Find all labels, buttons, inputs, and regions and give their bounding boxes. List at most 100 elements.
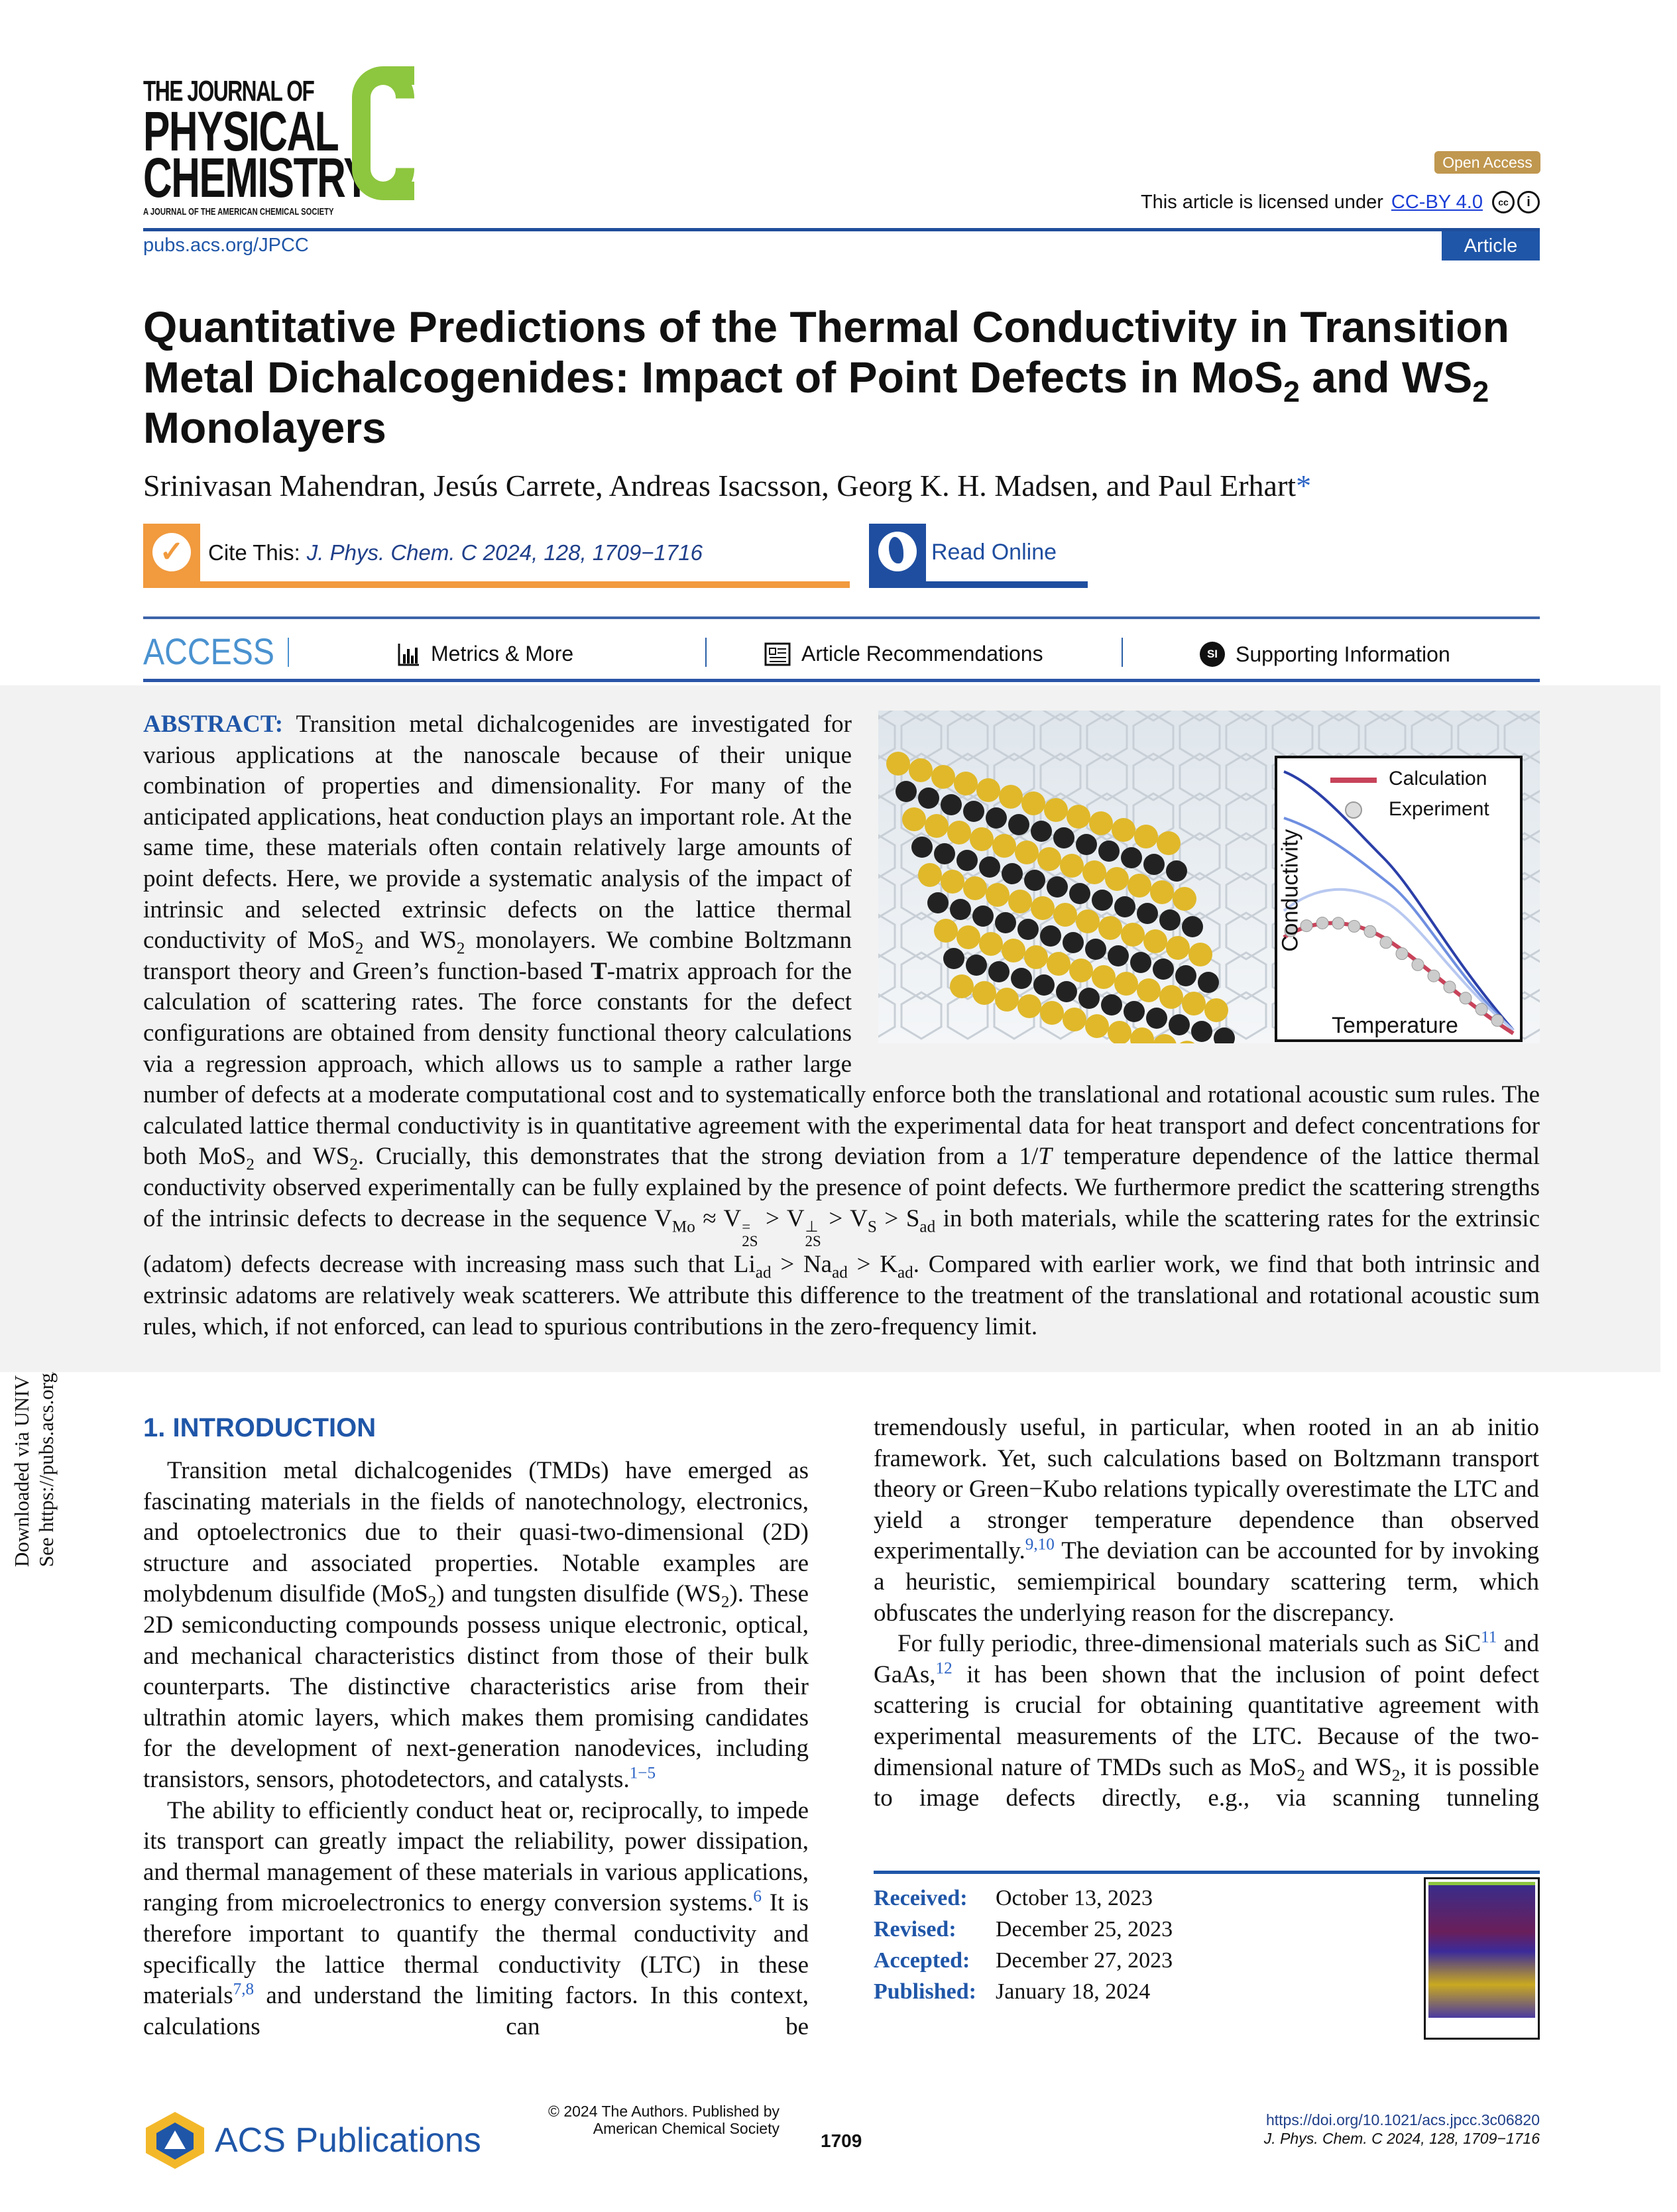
reference-link[interactable]: 1−5 [629,1764,656,1782]
lattice-hexagon [903,711,940,722]
copyright: © 2024 The Authors. Published by America… [464,2103,780,2137]
metrics-more-link[interactable]: Metrics & More [398,642,573,666]
text-run: For fully periodic, three-dimensional ma… [897,1630,1481,1658]
metrics-more-label: Metrics & More [431,642,574,666]
atom [963,876,987,900]
supporting-information-link[interactable]: SI Supporting Information [1200,642,1450,667]
corresponding-author-mark[interactable]: * [1296,469,1312,502]
atom [1137,978,1161,1002]
text-run: ad [919,1217,936,1236]
series-line-dark [1283,770,1515,1031]
atom [1017,919,1039,940]
atom [1063,1008,1086,1031]
toc-graphic: Calculation Experiment Conductivity Temp… [878,711,1540,1043]
superscript: = [742,1218,751,1235]
lattice-hexagon [1086,713,1128,762]
atom [1153,1034,1177,1043]
text-run: Quantitative Predictions of the Thermal … [143,302,1509,402]
lattice-hexagon [1088,711,1126,722]
atom [1146,1008,1167,1029]
atom [1040,1001,1064,1025]
lattice-hexagon [1086,752,1128,801]
cite-this-box[interactable]: ✓ Cite This: J. Phys. Chem. C 2024, 128,… [143,524,850,588]
atom [1098,916,1122,940]
text-run: Mo [671,1217,695,1236]
atom [995,988,1019,1012]
article-list-icon [764,642,791,666]
atom [1105,867,1129,891]
lattice-hexagon [1274,711,1311,722]
text-run: = 2S [742,1218,758,1250]
lattice-hexagon [1179,752,1221,801]
atom [1150,880,1174,904]
text-run: > V [758,1204,805,1232]
experiment-point [1284,924,1297,937]
atom [995,912,1016,933]
atom [956,925,980,949]
journal-cover-thumbnail[interactable] [1424,1877,1540,2040]
checkmark-icon: ✓ [152,533,191,571]
text-run: Transition metal dichalcogenides (TMDs) … [143,1457,809,1608]
article-title: Quantitative Predictions of the Thermal … [143,302,1548,453]
article-recommendations-link[interactable]: Article Recommendations [764,642,1043,666]
text-run: 2 [246,1155,255,1174]
doi-link[interactable]: https://doi.org/10.1021/acs.jpcc.3c06820 [1265,2111,1540,2128]
lattice-hexagon [1225,752,1267,801]
lattice-hexagon [878,953,896,998]
reference-link[interactable]: 11 [1481,1628,1497,1647]
atom [1143,854,1165,875]
text-run: 2 [349,1155,358,1174]
atom [934,919,958,943]
atom [1175,965,1196,986]
experiment-point [1443,980,1456,994]
section-heading-introduction: 1. INTRODUCTION [143,1413,376,1442]
atom [1157,831,1181,855]
atom [1130,1027,1154,1043]
reference-link[interactable]: 6 [753,1887,762,1906]
text-run: and WS [254,1143,350,1171]
text-run: 2 [355,939,364,958]
lattice-hexagon [1042,711,1079,722]
legend-experiment: Experiment [1389,798,1489,820]
text-run: ad [755,1263,772,1282]
lattice-hexagon [993,713,1035,762]
atom [1112,818,1135,842]
atom [1017,994,1041,1018]
text-run: ⊥ 2S [805,1219,821,1250]
atom [979,932,1003,956]
atom [986,883,1010,907]
atom [918,863,942,887]
date-value: December 25, 2023 [996,1917,1173,1942]
atom [1069,959,1093,982]
atom [1159,985,1183,1009]
reference-link[interactable]: 12 [935,1659,953,1678]
atom [1130,952,1151,973]
text-run: 2 [1472,375,1489,409]
text-run: . Crucially, this demonstrates that the … [357,1143,1039,1171]
atom [972,981,996,1005]
atom [1053,903,1077,927]
atom [943,948,964,969]
atom [1124,1001,1145,1022]
date-label: Accepted: [874,1948,970,1973]
atom [1044,798,1068,822]
access-separator [288,638,289,667]
x-axis-label: Temperature [1332,1013,1458,1038]
reference-link[interactable]: 9,10 [1025,1536,1055,1554]
atom [1056,981,1077,1002]
journal-url-link[interactable]: pubs.acs.org/JPCC [143,235,309,256]
lattice-hexagon [996,711,1033,722]
text-run: S [867,1217,877,1236]
license-link[interactable]: CC-BY 4.0 [1391,191,1483,213]
lattice-hexagon [947,713,989,762]
atom [1053,827,1074,848]
lattice-hexagon [1460,711,1497,722]
read-online-button[interactable]: Read Online [869,524,1088,588]
atom [1015,841,1039,864]
reference-link[interactable]: 7,8 [233,1980,255,1999]
atom [966,955,987,976]
lattice-hexagon [878,794,896,839]
experiment-point [1427,969,1440,982]
citation-reference[interactable]: J. Phys. Chem. C 2024, 128, 1709−1716 [306,540,703,565]
atom [1198,972,1219,993]
